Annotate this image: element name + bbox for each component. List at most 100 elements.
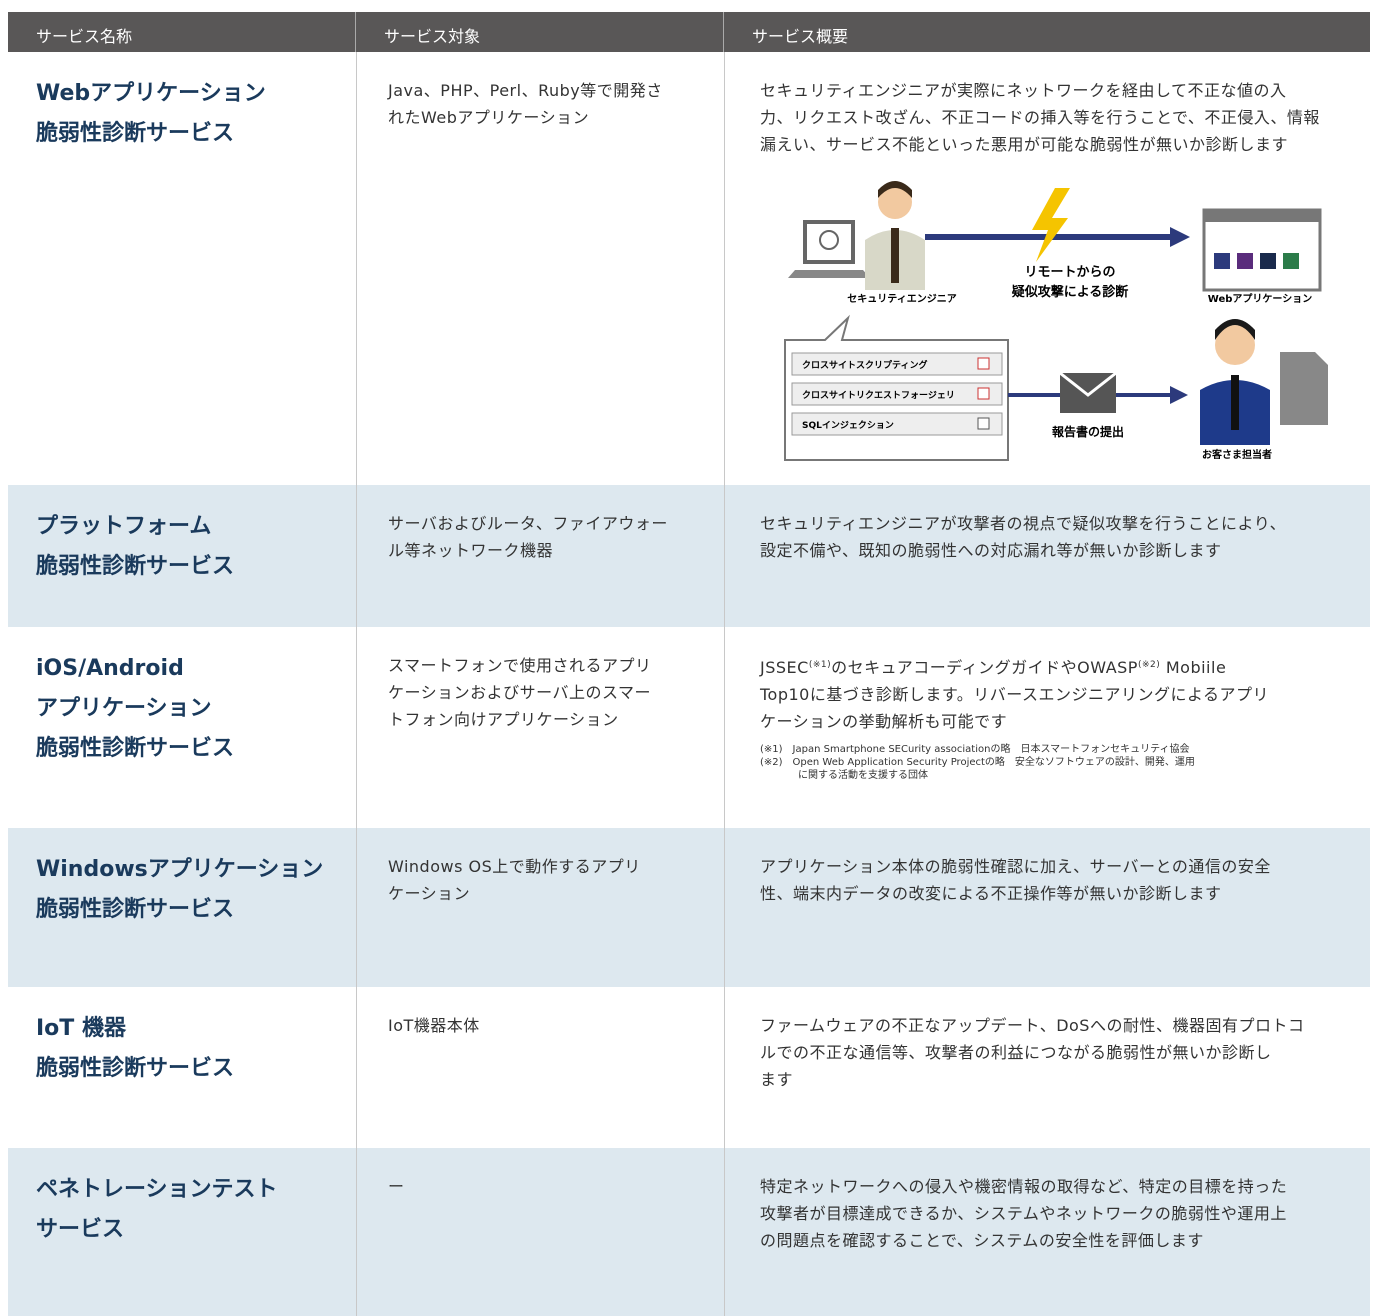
diagram-label: セキュリティエンジニア xyxy=(847,293,956,305)
name-line: 脆弱性診断サービス xyxy=(36,121,235,146)
footnote-ref: (※1) xyxy=(808,660,832,670)
text-run: Top10に基づき診断します。リバースエンジニアリングによるアプリ xyxy=(760,685,1269,704)
service-name: プラットフォーム 脆弱性診断サービス xyxy=(8,485,356,587)
name-line: サービス xyxy=(36,1217,125,1242)
text-run: セキュリティエンジニアが攻撃者の視点で疑似攻撃を行うことにより、 xyxy=(760,514,1287,533)
text-run: ファームウェアの不正なアップデート、DoSへの耐性、機器固有プロトコ xyxy=(760,1016,1305,1035)
service-description: セキュリティエンジニアが攻撃者の視点で疑似攻撃を行うことにより、 設定不備や、既知… xyxy=(724,485,1370,564)
description-line: 性、端末内データの改変による不正操作等が無いか診断します xyxy=(760,880,1370,907)
service-name: IoT 機器脆弱性診断サービス xyxy=(8,987,356,1089)
name-line: 脆弱性診断サービス xyxy=(36,1056,235,1081)
header-cell: サービス対象 xyxy=(356,12,724,52)
description-line: 設定不備や、既知の脆弱性への対応漏れ等が無いか診断します xyxy=(760,537,1370,564)
note: に関する活動を支援する団体 xyxy=(798,770,928,781)
description-line: セキュリティエンジニアが実際にネットワークを経由して不正な値の入 xyxy=(760,77,1370,104)
target-line: ケーション xyxy=(388,884,471,903)
target-line: れたWebアプリケーション xyxy=(388,108,590,127)
text-run: ケーションの挙動解析も可能です xyxy=(760,712,1008,731)
description-line: アプリケーション本体の脆弱性確認に加え、サーバーとの通信の安全 xyxy=(760,853,1370,880)
text-run: 性、端末内データの改変による不正操作等が無いか診断します xyxy=(760,884,1222,903)
name-line: プラットフォーム xyxy=(36,514,212,539)
row-bg xyxy=(8,828,1370,987)
description-line: Top10に基づき診断します。リバースエンジニアリングによるアプリ xyxy=(760,681,1370,708)
name-line: 脆弱性診断サービス xyxy=(36,554,235,579)
name-line: iOS/Android xyxy=(36,656,184,681)
description-line: ケーションの挙動解析も可能です xyxy=(760,708,1370,735)
text-run: ます xyxy=(760,1070,794,1089)
diagram-label: 疑似攻撃による診断 xyxy=(1012,284,1129,300)
row-bg xyxy=(8,485,1370,627)
header-cell: サービス名称 xyxy=(8,12,356,52)
diagram-label: 報告書の提出 xyxy=(1052,424,1124,439)
service-target: スマートフォンで使用されるアプリ ケーションおよびサーバ上のスマー トフォン向けアプ… xyxy=(356,627,724,733)
service-description: セキュリティエンジニアが実際にネットワークを経由して不正な値の入力、リクエスト改… xyxy=(724,52,1370,158)
text-run: 力、リクエスト改ざん、不正コードの挿入等を行うことで、不正侵入、情報 xyxy=(760,108,1320,127)
row-bg xyxy=(8,52,1370,485)
description-line: JSSEC(※1)のセキュアコーディングガイドやOWASP(※2) Mobiil… xyxy=(760,652,1370,681)
target-line: トフォン向けアプリケーション xyxy=(388,710,619,729)
note: (※1) Japan Smartphone SECurity associati… xyxy=(760,744,1190,755)
target-line: ル等ネットワーク機器 xyxy=(388,541,554,560)
checklist-item: SQLインジェクション xyxy=(802,420,894,431)
service-description: ファームウェアの不正なアップデート、DoSへの耐性、機器固有プロトコ ルでの不正な… xyxy=(724,987,1370,1093)
name-line: アプリケーション xyxy=(36,696,212,721)
target-line: ー xyxy=(388,1177,405,1196)
name-line: 脆弱性診断サービス xyxy=(36,736,235,761)
text-run: Mobiile xyxy=(1160,658,1227,677)
text-run: アプリケーション本体の脆弱性確認に加え、サーバーとの通信の安全 xyxy=(760,857,1271,876)
column-divider xyxy=(356,52,357,1316)
service-name: Webアプリケーション 脆弱性診断サービス xyxy=(8,52,356,154)
description-line: 特定ネットワークへの侵入や機密情報の取得など、特定の目標を持った xyxy=(760,1173,1370,1200)
row-bg xyxy=(8,1148,1370,1316)
text-run: のセキュアコーディングガイドやOWASP xyxy=(831,658,1138,677)
text-run: 設定不備や、既知の脆弱性への対応漏れ等が無いか診断します xyxy=(760,541,1222,560)
name-line: Windowsアプリケーション xyxy=(36,857,324,882)
text-run: JSSEC xyxy=(760,658,809,677)
name-line: Webアプリケーション xyxy=(36,81,266,106)
service-description: 特定ネットワークへの侵入や機密情報の取得など、特定の目標を持った 攻撃者が目標達成… xyxy=(724,1148,1370,1254)
name-line: 脆弱性診断サービス xyxy=(36,897,235,922)
diagram-label: お客さま担当者 xyxy=(1202,448,1272,461)
service-description: アプリケーション本体の脆弱性確認に加え、サーバーとの通信の安全 性、端末内データの… xyxy=(724,828,1370,907)
service-name: ペネトレーションテスト サービス xyxy=(8,1148,356,1250)
target-line: サーバおよびルータ、ファイアウォー xyxy=(388,514,668,533)
target-line: ケーションおよびサーバ上のスマー xyxy=(388,683,652,702)
service-description: JSSEC(※1)のセキュアコーディングガイドやOWASP(※2) Mobiil… xyxy=(724,627,1370,782)
notes: (※1) Japan Smartphone SECurity associati… xyxy=(760,743,1370,782)
name-line: ペネトレーションテスト xyxy=(36,1177,278,1202)
text-run: ルでの不正な通信等、攻撃者の利益につながる脆弱性が無いか診断し xyxy=(760,1043,1272,1062)
target-line: IoT機器本体 xyxy=(388,1016,480,1035)
row-bg xyxy=(8,987,1370,1148)
target-line: Java、PHP、Perl、Ruby等で開発さ xyxy=(388,81,663,100)
row-bg xyxy=(8,627,1370,828)
description-line: ルでの不正な通信等、攻撃者の利益につながる脆弱性が無いか診断し xyxy=(760,1039,1370,1066)
checklist-item: クロスサイトリクエストフォージェリ xyxy=(802,390,955,401)
text-run: 特定ネットワークへの侵入や機密情報の取得など、特定の目標を持った xyxy=(760,1177,1288,1196)
service-target: ー xyxy=(356,1148,724,1200)
description-line: ファームウェアの不正なアップデート、DoSへの耐性、機器固有プロトコ xyxy=(760,1012,1370,1039)
name-line: IoT 機器 xyxy=(36,1016,126,1041)
description-line: セキュリティエンジニアが攻撃者の視点で疑似攻撃を行うことにより、 xyxy=(760,510,1370,537)
text-run: 漏えい、サービス不能といった悪用が可能な脆弱性が無いか診断します xyxy=(760,135,1289,154)
description-line: 漏えい、サービス不能といった悪用が可能な脆弱性が無いか診断します xyxy=(760,131,1370,158)
text-run: 攻撃者が目標達成できるか、システムやネットワークの脆弱性や運用上 xyxy=(760,1204,1287,1223)
diagram: セキュリティエンジニア リモートからの 疑似攻撃による診断 Webアプリケーショ… xyxy=(784,181,1328,461)
target-line: Windows OS上で動作するアプリ xyxy=(388,857,641,876)
column-divider xyxy=(724,52,725,1316)
description-line: の問題点を確認することで、システムの安全性を評価します xyxy=(760,1227,1370,1254)
service-target: IoT機器本体 xyxy=(356,987,724,1039)
text-run: セキュリティエンジニアが実際にネットワークを経由して不正な値の入 xyxy=(760,81,1287,100)
checklist-item: クロスサイトスクリプティング xyxy=(802,359,927,371)
service-target: Java、PHP、Perl、Ruby等で開発さ れたWebアプリケーション xyxy=(356,52,724,131)
target-line: スマートフォンで使用されるアプリ xyxy=(388,656,652,675)
service-target: Windows OS上で動作するアプリ ケーション xyxy=(356,828,724,907)
service-name: iOS/Android アプリケーション 脆弱性診断サービス xyxy=(8,627,356,769)
description-line: 力、リクエスト改ざん、不正コードの挿入等を行うことで、不正侵入、情報 xyxy=(760,104,1370,131)
diagram-label: Webアプリケーション xyxy=(1208,292,1312,305)
description-line: 攻撃者が目標達成できるか、システムやネットワークの脆弱性や運用上 xyxy=(760,1200,1370,1227)
text-run: の問題点を確認することで、システムの安全性を評価します xyxy=(760,1231,1204,1250)
header-cell: サービス概要 xyxy=(724,12,1370,52)
diagram-label: リモートからの xyxy=(1024,265,1115,280)
note: (※2) Open Web Application Security Proje… xyxy=(760,757,1195,768)
